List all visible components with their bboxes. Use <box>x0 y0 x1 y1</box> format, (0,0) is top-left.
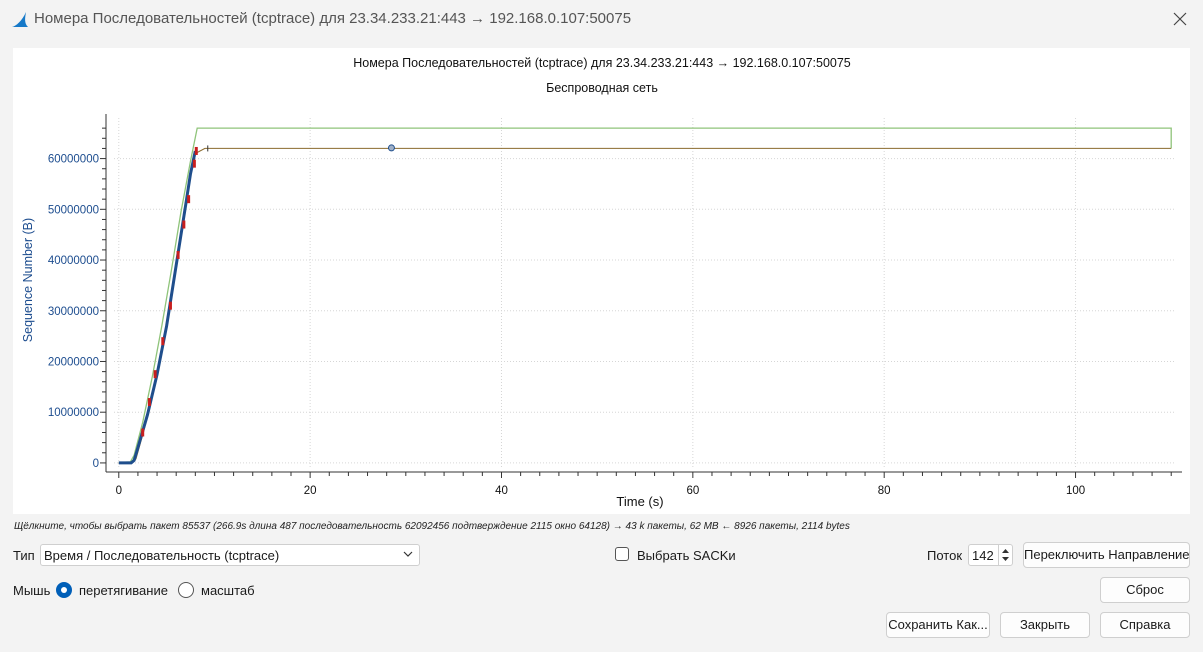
close-button[interactable]: Закрыть <box>1000 612 1090 638</box>
status-hint: Щёлкните, чтобы выбрать пакет 85537 (266… <box>14 521 850 532</box>
y-tick-label: 20000000 <box>48 356 99 368</box>
sack-marker <box>182 220 186 229</box>
series-window-line <box>118 127 1172 464</box>
sack-marker <box>147 398 151 407</box>
graph-type-value: Время / Последовательность (tcptrace) <box>44 548 280 563</box>
y-tick-label: 50000000 <box>48 204 99 216</box>
spin-buttons[interactable] <box>998 545 1012 565</box>
x-axis-label: Time (s) <box>616 494 663 509</box>
y-tick-label: 30000000 <box>48 306 99 318</box>
select-sacks-checkbox[interactable] <box>615 547 629 561</box>
title-bar: Номера Последовательностей (tcptrace) дл… <box>0 0 1203 38</box>
spin-arrows-icon[interactable] <box>999 545 1012 565</box>
type-label: Тип <box>13 548 35 563</box>
chart-title: Номера Последовательностей (tcptrace) дл… <box>353 56 851 70</box>
switch-direction-button[interactable]: Переключить Направление <box>1023 542 1190 568</box>
y-tick-label: 0 <box>93 458 99 470</box>
sack-marker <box>141 428 145 437</box>
sack-marker <box>192 159 196 168</box>
mouse-label: Мышь <box>13 583 51 598</box>
y-axis-label: Sequence Number (B) <box>21 218 35 342</box>
y-tick-label: 10000000 <box>48 407 99 419</box>
help-button[interactable]: Справка <box>1100 612 1190 638</box>
axes: 0 20 40 60 80 100 0 10000000 20000000 30000000 400… <box>48 114 1182 497</box>
drag-radio[interactable] <box>56 582 72 598</box>
save-as-button[interactable]: Сохранить Как... <box>886 612 990 638</box>
chevron-down-icon <box>403 551 413 557</box>
x-tick-label: 0 <box>116 485 122 497</box>
stream-spinbox[interactable]: 142 <box>968 544 1013 566</box>
y-tick-label: 40000000 <box>48 255 99 267</box>
x-tick-label: 100 <box>1066 485 1085 497</box>
zoom-label[interactable]: масштаб <box>201 583 255 598</box>
graph-plot[interactable]: Номера Последовательностей (tcptrace) дл… <box>13 48 1190 514</box>
sack-marker <box>153 370 157 379</box>
chart-subtitle: Беспроводная сеть <box>546 81 658 95</box>
sack-marker <box>161 337 165 346</box>
x-tick-label: 80 <box>878 485 891 497</box>
drag-label[interactable]: перетягивание <box>79 583 168 598</box>
series <box>118 127 1172 465</box>
close-icon[interactable] <box>1157 0 1203 38</box>
sack-marker <box>187 195 191 204</box>
sack-marker <box>176 250 180 259</box>
tcptrace-chart[interactable]: Номера Последовательностей (tcptrace) дл… <box>13 48 1190 514</box>
stream-label: Поток <box>927 548 963 563</box>
graph-type-select[interactable]: Время / Последовательность (tcptrace) <box>40 544 420 566</box>
x-tick-label: 20 <box>304 485 317 497</box>
sack-marker <box>194 146 198 155</box>
zoom-radio[interactable] <box>178 582 194 598</box>
series-segments-line <box>118 150 197 465</box>
window-title: Номера Последовательностей (tcptrace) дл… <box>34 10 632 27</box>
x-tick-label: 60 <box>686 485 699 497</box>
y-tick-label: 60000000 <box>48 154 99 166</box>
series-ack-line <box>118 147 1172 464</box>
grid <box>114 118 1176 468</box>
sack-marker <box>168 301 172 310</box>
stream-value: 142 <box>972 548 994 563</box>
wireshark-fin-icon <box>12 12 28 27</box>
x-tick-label: 40 <box>495 485 508 497</box>
select-sacks-label[interactable]: Выбрать SACKи <box>637 548 736 563</box>
reset-button[interactable]: Сброс <box>1100 577 1190 603</box>
selected-packet-marker <box>387 144 395 152</box>
